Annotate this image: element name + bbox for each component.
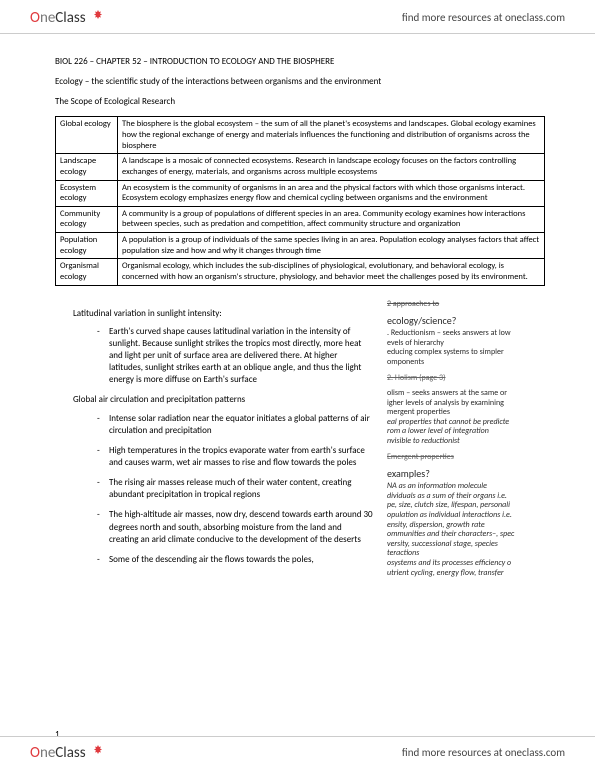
table-row: Community ecology A community is a group… [56, 206, 545, 232]
logo-class: Class [55, 9, 85, 27]
scope-table: Global ecology The biosphere is the glob… [55, 116, 545, 285]
logo-text: OneClass [30, 744, 86, 762]
definition-paragraph: Ecology – the scientific study of the in… [55, 76, 545, 88]
table-cell-label: Population ecology [56, 233, 118, 259]
table-row: Ecosystem ecology An ecosystem is the co… [56, 180, 545, 206]
table-cell-label: Landscape ecology [56, 154, 118, 180]
scope-heading: The Scope of Ecological Research [55, 96, 545, 108]
list-item: Earth's curved shape causes latitudinal … [97, 326, 373, 387]
table-row: Organismal ecology Organismal ecology, w… [56, 259, 545, 285]
bullet-list-latitudinal: Earth's curved shape causes latitudinal … [97, 326, 379, 387]
logo-one: ne [40, 744, 55, 762]
header-bar: OneClass find more resources at oneclass… [0, 0, 595, 34]
side-heading: examples? [387, 468, 545, 480]
logo-text: OneClass [30, 9, 86, 27]
side-line: nvisible to reductionist [387, 437, 545, 447]
table-cell-label: Community ecology [56, 206, 118, 232]
table-cell-text: The biosphere is the global ecosystem – … [118, 117, 545, 154]
document-content: BIOL 226 – CHAPTER 52 – INTRODUCTION TO … [0, 34, 595, 584]
logo-o: O [30, 9, 40, 27]
table-row: Global ecology The biosphere is the glob… [56, 117, 545, 154]
table-row: Landscape ecology A landscape is a mosai… [56, 154, 545, 180]
table-cell-text: A community is a group of populations of… [118, 206, 545, 232]
logo-class: Class [55, 744, 85, 762]
list-item: Some of the descending air the flows tow… [97, 554, 373, 566]
logo-one: ne [40, 9, 55, 27]
list-item: The rising air masses release much of th… [97, 477, 373, 501]
body-two-column: Latitudinal variation in sunlight intens… [55, 300, 545, 585]
side-heading: ecology/science? [387, 315, 545, 327]
table-cell-label: Ecosystem ecology [56, 180, 118, 206]
brand-logo: OneClass [30, 743, 104, 762]
table-cell-text: A population is a group of individuals o… [118, 233, 545, 259]
document-title: BIOL 226 – CHAPTER 52 – INTRODUCTION TO … [55, 56, 545, 68]
table-cell-label: Organismal ecology [56, 259, 118, 285]
header-tagline: find more resources at oneclass.com [402, 11, 565, 24]
footer-tagline: find more resources at oneclass.com [402, 746, 565, 759]
side-line: omponents [387, 358, 545, 368]
maple-leaf-icon [92, 7, 104, 26]
list-item: High temperatures in the tropics evapora… [97, 445, 373, 469]
table-cell-text: Organismal ecology, which includes the s… [118, 259, 545, 285]
bullet-list-air: Intense solar radiation near the equator… [97, 413, 379, 566]
side-text-block: . Reductionism – seeks answers at low ev… [387, 329, 545, 367]
section-heading: Latitudinal variation in sunlight intens… [73, 308, 379, 320]
table-cell-text: A landscape is a mosaic of connected eco… [118, 154, 545, 180]
side-strike-text: 2. Holism (page 3) [387, 374, 545, 384]
side-text-block: NA as an information molecule dividuals … [387, 482, 545, 578]
table-row: Population ecology A population is a gro… [56, 233, 545, 259]
side-notes-column: 2 approaches to ecology/science? . Reduc… [387, 300, 545, 585]
section-heading: Global air circulation and precipitation… [73, 394, 379, 406]
list-item: The high-altitude air masses, now dry, d… [97, 509, 373, 545]
side-strike-text: 2 approaches to [387, 300, 545, 310]
logo-o: O [30, 744, 40, 762]
body-main-column: Latitudinal variation in sunlight intens… [55, 300, 379, 574]
side-strike-text: Emergent properties [387, 453, 545, 463]
maple-leaf-icon [92, 742, 104, 761]
table-cell-label: Global ecology [56, 117, 118, 154]
table-cell-text: An ecosystem is the community of organis… [118, 180, 545, 206]
side-line: utrient cycling, energy flow, transfer [387, 569, 545, 579]
list-item: Intense solar radiation near the equator… [97, 413, 373, 437]
brand-logo: OneClass [30, 8, 104, 27]
footer-bar: OneClass find more resources at oneclass… [0, 736, 595, 770]
side-text-block: olism – seeks answers at the same or igh… [387, 389, 545, 447]
